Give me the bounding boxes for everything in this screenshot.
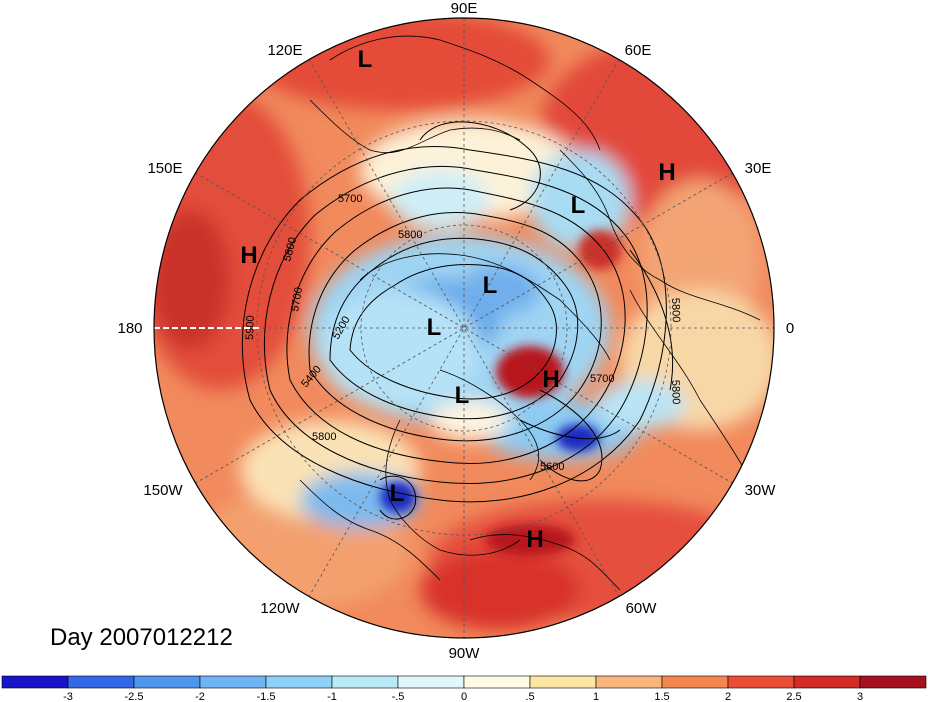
contour-label: 5600 [540,461,564,473]
coastlines [299,35,761,591]
contour-label: 5800 [312,431,336,443]
colorbar-tick-label: 2 [725,691,731,702]
lon-label-60e: 60E [625,42,652,59]
longitude-labels: 90E 60E 30E 0 30W 60W 90W 120W 150W 180 … [117,0,794,662]
contour-label: 5700 [590,373,614,385]
lon-label-60w: 60W [626,600,658,617]
contour-label: 5800 [669,380,682,405]
colorbar-tick-label: -2 [195,691,205,702]
colorbar-tick-label: -1 [327,691,337,702]
height-contours [241,121,674,520]
colorbar-tick-label: -2.5 [125,691,144,702]
colorbar-swatch [529,675,597,689]
lon-label-90w: 90W [449,645,481,662]
colorbar-swatch [727,675,795,689]
colorbar-swatch [595,675,663,689]
lon-label-150e: 150E [147,160,182,177]
colorbar-swatch [859,675,927,689]
pressure-center: L [455,382,470,409]
colorbar-swatch [133,675,201,689]
lon-label-0: 0 [786,320,794,337]
colorbar-swatch [67,675,135,689]
pressure-center: H [526,526,543,553]
contour-label: 5700 [289,286,305,312]
contour-label: 5800 [669,298,682,323]
colorbar-tick-label: -1.5 [257,691,276,702]
colorbar-swatch [199,675,267,689]
pressure-center: H [658,159,675,186]
pressure-center: L [390,480,405,507]
colorbar-tick-label: -.5 [392,691,405,702]
lon-label-150w: 150W [143,482,183,499]
colorbar-tick-label: 0 [461,691,467,702]
contour-label: 5700 [338,193,362,205]
colorbar-swatch [463,675,531,689]
colorbar-swatch [793,675,861,689]
colorbar-swatch [661,675,729,689]
pressure-center: L [571,192,586,219]
contour-label: 5800 [398,229,422,241]
lon-label-120w: 120W [260,600,300,617]
colorbar-swatch [265,675,333,689]
pressure-centers: L H L H L L H L L H [240,46,675,553]
lon-label-180: 180 [117,320,142,337]
colorbar-tick-label: 2.5 [786,691,801,702]
colorbar-tick-label: .5 [525,691,534,702]
map-boundary [153,17,775,639]
colorbar-tick-label: -3 [63,691,73,702]
date-label: Day 2007012212 [50,624,233,651]
colorbar-tick-label: 1 [593,691,599,702]
pressure-center: H [240,242,257,269]
colorbar-swatch [1,675,69,689]
lon-label-30e: 30E [745,160,772,177]
lon-label-120e: 120E [267,42,302,59]
colorbar-swatch [331,675,399,689]
colorbar-tick-label: 1.5 [654,691,669,702]
colorbar-swatch [397,675,465,689]
colorbar: -3 -2.5 -2 -1.5 -1 -.5 0 .5 1 1.5 2 2.5 3 [1,675,927,702]
lon-label-90e: 90E [451,0,478,17]
pressure-center: L [358,46,373,73]
pressure-center: L [427,314,442,341]
pressure-center: L [483,272,498,299]
pressure-center: H [542,366,559,393]
colorbar-tick-label: 3 [857,691,863,702]
lon-label-30w: 30W [745,482,777,499]
